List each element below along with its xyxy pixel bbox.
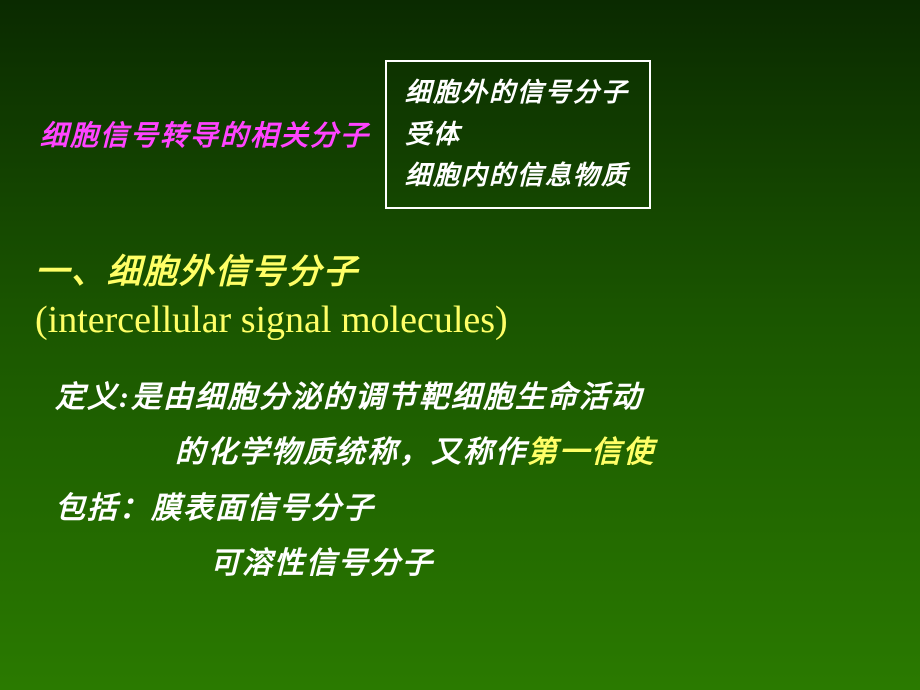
definition-text-2a: 的化学物质统称，又称作	[175, 436, 527, 469]
header-row: 细胞信号转导的相关分子 细胞外的信号分子 受体 细胞内的信息物质	[40, 60, 920, 209]
includes-item-1: 膜表面信号分子	[151, 492, 375, 525]
category-box: 细胞外的信号分子 受体 细胞内的信息物质	[385, 60, 651, 209]
includes-label: 包括：	[55, 492, 151, 525]
section-heading-cn: 一、细胞外信号分子	[35, 244, 920, 293]
includes-line-1: 包括：膜表面信号分子	[55, 481, 920, 537]
main-topic-title: 细胞信号转导的相关分子	[40, 114, 370, 154]
definition-line-2: 的化学物质统称，又称作第一信使	[55, 425, 920, 481]
section-heading: 一、细胞外信号分子 (intercellular signal molecule…	[35, 244, 920, 342]
section-heading-en: (intercellular signal molecules)	[35, 298, 920, 342]
includes-item-2: 可溶性信号分子	[210, 547, 434, 580]
box-line-3: 细胞内的信息物质	[405, 155, 629, 197]
first-messenger-term: 第一信使	[527, 436, 655, 469]
definition-label: 定义:	[55, 381, 131, 414]
includes-line-2: 可溶性信号分子	[55, 536, 920, 592]
definition-line-1: 定义:是由细胞分泌的调节靶细胞生命活动	[55, 370, 920, 426]
body-content: 定义:是由细胞分泌的调节靶细胞生命活动 的化学物质统称，又称作第一信使 包括：膜…	[55, 370, 920, 592]
box-line-1: 细胞外的信号分子	[405, 72, 629, 114]
box-line-2: 受体	[405, 114, 629, 156]
definition-text-1: 是由细胞分泌的调节靶细胞生命活动	[131, 381, 643, 414]
